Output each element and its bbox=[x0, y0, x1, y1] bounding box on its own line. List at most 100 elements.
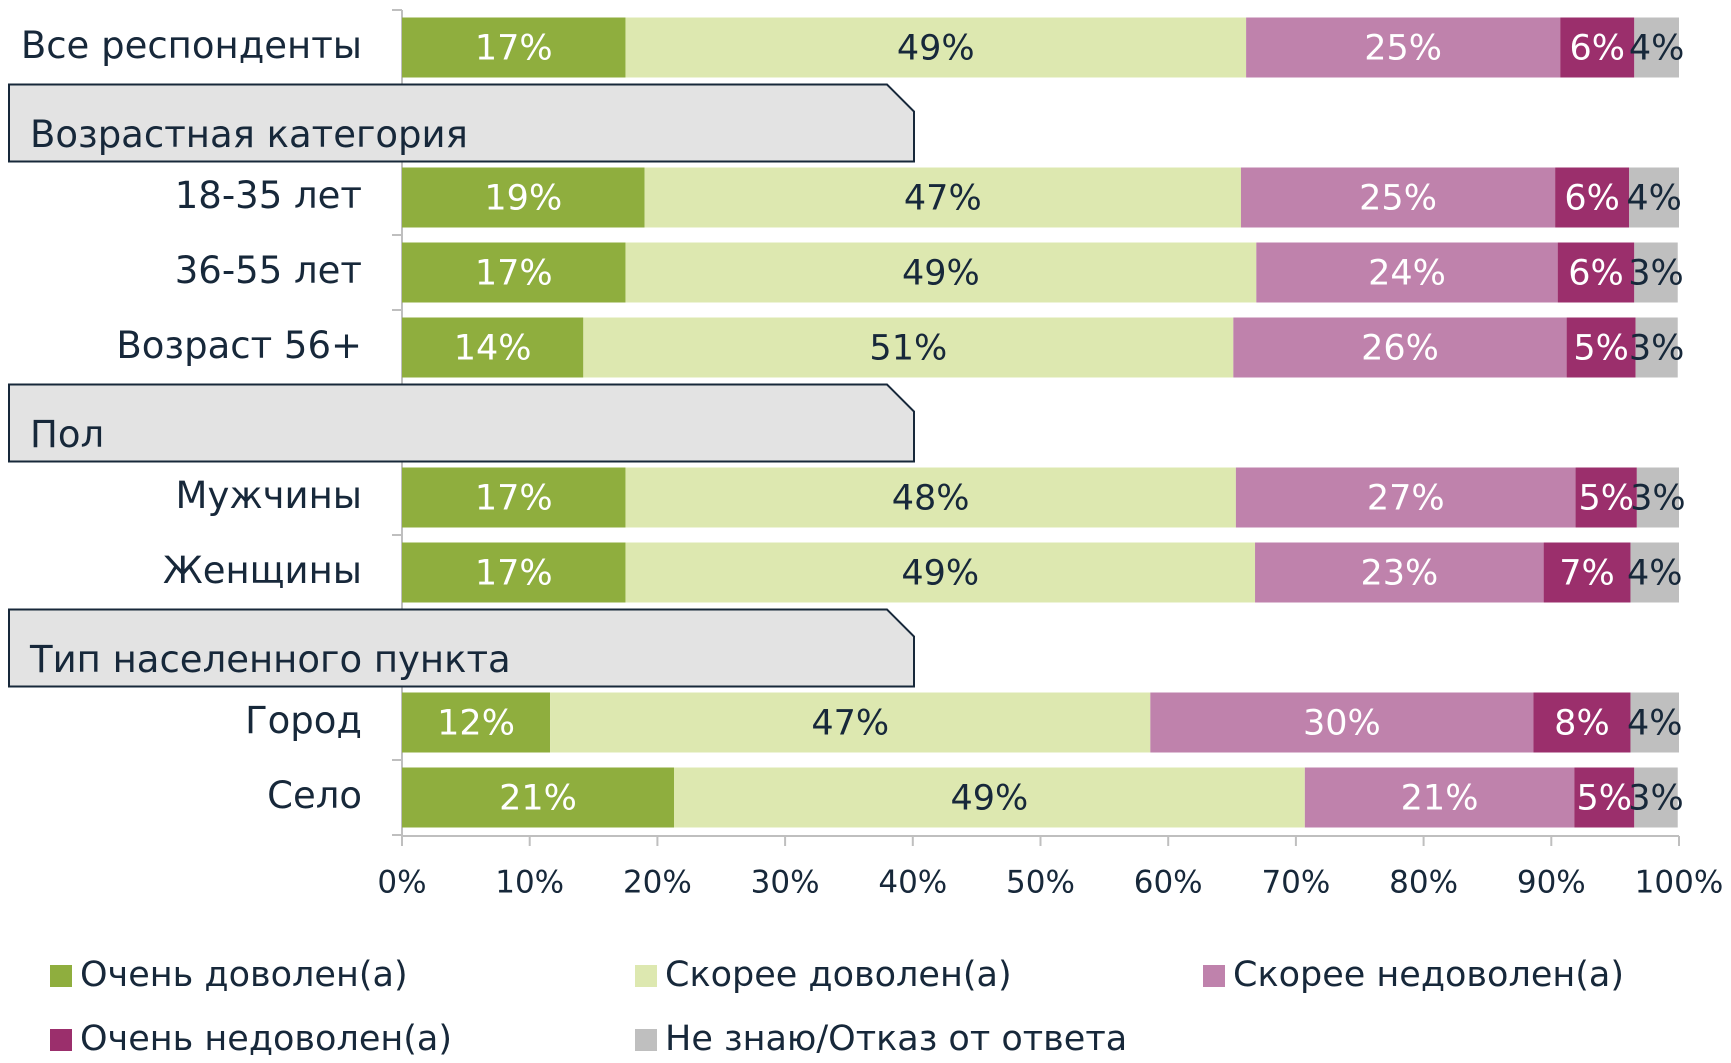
value-label: 17% bbox=[475, 254, 553, 294]
value-label: 8% bbox=[1554, 704, 1610, 744]
value-label: 4% bbox=[1627, 704, 1683, 744]
bar-segment bbox=[625, 17, 1247, 78]
value-label: 49% bbox=[897, 29, 975, 69]
value-label: 47% bbox=[811, 704, 889, 744]
x-tick-label: 0% bbox=[377, 865, 426, 901]
bar-segment bbox=[402, 167, 645, 228]
bar-segment bbox=[1555, 167, 1630, 228]
bar-segment bbox=[402, 767, 675, 828]
value-label: 6% bbox=[1568, 254, 1624, 294]
value-label: 3% bbox=[1630, 479, 1686, 519]
bar-segment bbox=[402, 17, 626, 78]
bar-segment bbox=[1557, 242, 1635, 303]
group-header-box bbox=[8, 83, 915, 163]
value-label: 6% bbox=[1564, 179, 1620, 219]
value-label: 17% bbox=[475, 29, 553, 69]
value-label: 3% bbox=[1629, 329, 1685, 369]
bar-segment bbox=[1235, 467, 1576, 528]
bar-segment bbox=[402, 467, 626, 528]
bar-segment bbox=[1233, 317, 1567, 378]
bar-segment bbox=[1566, 317, 1636, 378]
value-label: 5% bbox=[1573, 329, 1629, 369]
value-label: 30% bbox=[1303, 704, 1381, 744]
x-tick-label: 30% bbox=[751, 865, 820, 901]
category-label: Возраст 56+ bbox=[116, 324, 362, 367]
category-label: Мужчины bbox=[176, 474, 362, 517]
bar-segment bbox=[1634, 242, 1678, 303]
bar-segment bbox=[1630, 692, 1679, 753]
bar-segment bbox=[1256, 242, 1558, 303]
value-label: 3% bbox=[1628, 779, 1684, 819]
value-label: 49% bbox=[902, 254, 980, 294]
bar-segment bbox=[1304, 767, 1575, 828]
x-tick-label: 90% bbox=[1517, 865, 1586, 901]
value-label: 47% bbox=[904, 179, 982, 219]
group-header-box bbox=[8, 383, 915, 463]
bar-segment bbox=[1629, 167, 1679, 228]
category-label: Город bbox=[245, 699, 362, 742]
bar-segment bbox=[1635, 317, 1678, 378]
legend-label: Очень недоволен(а) bbox=[80, 1019, 452, 1059]
value-label: 24% bbox=[1368, 254, 1446, 294]
bar-segment bbox=[625, 467, 1236, 528]
value-label: 7% bbox=[1559, 554, 1615, 594]
value-label: 21% bbox=[1401, 779, 1479, 819]
legend-label: Очень доволен(а) bbox=[80, 955, 408, 995]
bar-segment bbox=[625, 542, 1256, 603]
value-label: 49% bbox=[901, 554, 979, 594]
bar-segment bbox=[402, 317, 584, 378]
legend-swatch bbox=[635, 1029, 657, 1051]
bar-segment bbox=[644, 167, 1241, 228]
bar-segment bbox=[1240, 167, 1556, 228]
value-label: 19% bbox=[484, 179, 562, 219]
value-label: 23% bbox=[1360, 554, 1438, 594]
category-label: Село bbox=[267, 774, 362, 817]
legend-label: Скорее доволен(а) bbox=[665, 955, 1012, 995]
x-tick-label: 50% bbox=[1006, 865, 1075, 901]
value-label: 26% bbox=[1361, 329, 1439, 369]
value-label: 12% bbox=[437, 704, 515, 744]
group-header-label: Возрастная категория bbox=[30, 113, 468, 156]
bar-segment bbox=[1575, 467, 1637, 528]
value-label: 21% bbox=[499, 779, 577, 819]
legend-swatch bbox=[50, 965, 72, 987]
bar-segment bbox=[1634, 767, 1678, 828]
value-label: 5% bbox=[1578, 479, 1634, 519]
value-label: 25% bbox=[1359, 179, 1437, 219]
group-header-label: Пол bbox=[30, 413, 104, 456]
value-label: 49% bbox=[951, 779, 1029, 819]
x-tick-label: 40% bbox=[878, 865, 947, 901]
legend-label: Скорее недоволен(а) bbox=[1233, 955, 1624, 995]
value-label: 17% bbox=[475, 479, 553, 519]
bar-segment bbox=[1630, 542, 1679, 603]
value-label: 5% bbox=[1577, 779, 1633, 819]
bar-segment bbox=[1533, 692, 1631, 753]
value-label: 25% bbox=[1364, 29, 1442, 69]
legend-label: Не знаю/Отказ от ответа bbox=[665, 1019, 1127, 1059]
bar-segment bbox=[550, 692, 1151, 753]
value-label: 4% bbox=[1626, 179, 1682, 219]
category-label: Женщины bbox=[163, 549, 362, 592]
x-tick-label: 80% bbox=[1389, 865, 1458, 901]
bar-segment bbox=[1255, 542, 1544, 603]
legend-swatch bbox=[635, 965, 657, 987]
bar-segment bbox=[402, 242, 626, 303]
category-label: 36-55 лет bbox=[175, 249, 362, 292]
group-header-label: Тип населенного пункта bbox=[29, 638, 511, 681]
x-tick-label: 10% bbox=[495, 865, 564, 901]
bar-segment bbox=[1636, 467, 1679, 528]
value-label: 6% bbox=[1570, 29, 1626, 69]
bar-segment bbox=[1560, 17, 1635, 78]
value-label: 51% bbox=[869, 329, 947, 369]
x-tick-label: 60% bbox=[1134, 865, 1203, 901]
category-label: Все респонденты bbox=[21, 24, 362, 67]
bar-segment bbox=[1543, 542, 1631, 603]
bar-segment bbox=[1150, 692, 1534, 753]
x-tick-label: 100% bbox=[1635, 865, 1724, 901]
legend-swatch bbox=[1203, 965, 1225, 987]
x-tick-label: 70% bbox=[1261, 865, 1330, 901]
bar-segment bbox=[402, 542, 626, 603]
value-label: 27% bbox=[1367, 479, 1445, 519]
bar-segment bbox=[1634, 17, 1679, 78]
